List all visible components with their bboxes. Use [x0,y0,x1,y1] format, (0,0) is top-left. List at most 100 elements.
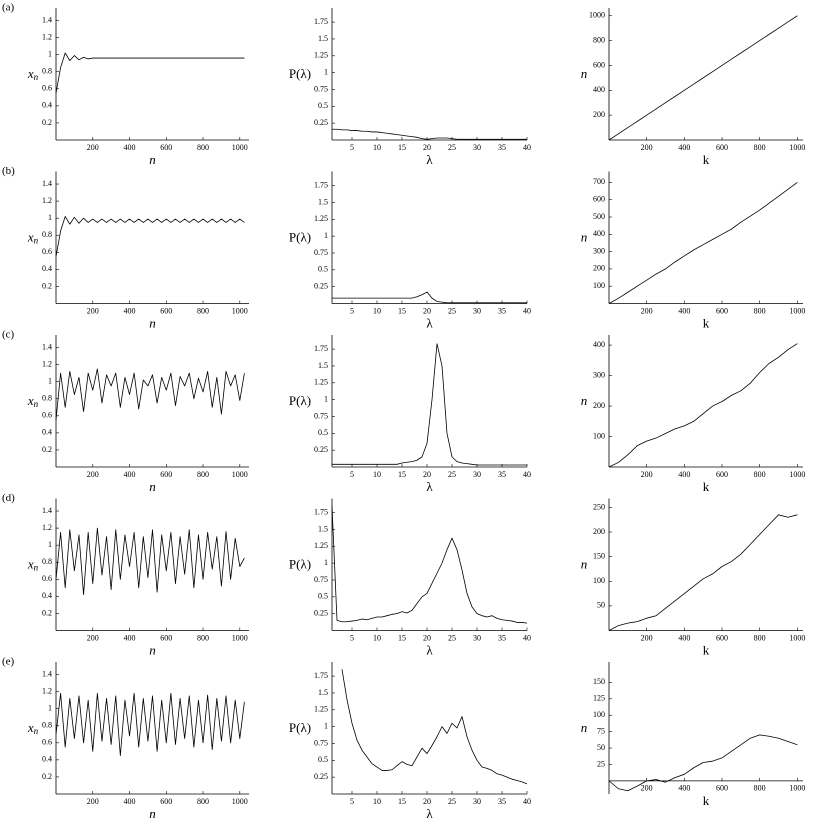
x-tick-label: 20 [423,797,431,806]
y-tick-label: 100 [593,431,605,440]
data-line [55,216,245,257]
y-axis-label: xn [27,556,39,572]
data-line [608,734,798,792]
y-tick-label: 0.6 [42,738,52,747]
y-axis-label: P(λ) [289,720,311,735]
y-tick-label: 0.5 [318,101,328,110]
x-tick-label: 20 [423,633,431,642]
y-label-main: x [27,229,34,244]
x-tick-label: 35 [498,470,506,479]
y-tick-label: 0.2 [42,772,52,781]
x-tick-label: 800 [754,306,766,315]
y-tick-label: 0.25 [314,772,328,781]
x-axis-label: n [149,315,156,330]
y-tick-label: 0.8 [42,67,52,76]
x-axis-label: λ [426,806,433,821]
x-tick-label: 30 [473,306,481,315]
y-tick-label: 0.6 [42,247,52,256]
x-tick-label: 400 [678,306,690,315]
x-tick-label: 1000 [789,784,805,793]
x-tick-label: 800 [197,470,209,479]
y-tick-label: 1.25 [314,378,328,387]
x-tick-label: 800 [754,633,766,642]
y-tick-label: 0.75 [314,575,328,584]
y-tick-label: 1000 [589,11,605,20]
y-tick-label: 250 [593,502,605,511]
y-tick-label: 0.4 [42,755,52,764]
y-tick-label: 0.2 [42,608,52,617]
x-tick-label: 600 [716,306,728,315]
y-tick-label: 0.25 [314,118,328,127]
x-tick-label: 15 [398,633,406,642]
y-tick-label: 1 [324,394,328,403]
x-tick-label: 800 [754,143,766,152]
y-tick-label: 0.75 [314,248,328,257]
y-tick-label: 1.4 [42,179,52,188]
x-tick-label: 25 [448,633,456,642]
x-tick-label: 40 [523,306,531,315]
y-tick-label: 1.5 [318,688,328,697]
x-tick-label: 800 [197,306,209,315]
y-tick-label: 1.4 [42,669,52,678]
y-axis-label: n [581,66,588,81]
y-axis-label: n [581,556,588,571]
x-tick-label: 200 [641,784,653,793]
x-tick-label: 200 [641,143,653,152]
y-tick-label: 500 [593,212,605,221]
y-tick-label: 0.5 [318,755,328,764]
y-tick-label: 0.8 [42,557,52,566]
data-line [332,291,527,304]
y-tick-label: 1 [324,231,328,240]
y-tick-label: 600 [593,60,605,69]
y-tick-label: 1.5 [318,197,328,206]
y-tick-label: 0.5 [318,428,328,437]
x-tick-label: 600 [160,797,172,806]
x-tick-label: 25 [448,470,456,479]
y-tick-label: 0.5 [318,265,328,274]
x-tick-label: 600 [160,306,172,315]
x-tick-label: 400 [124,797,136,806]
y-label-main: x [27,393,34,408]
x-tick-label: 1000 [232,470,248,479]
panel-label: (e) [2,656,15,668]
x-tick-label: 25 [448,797,456,806]
y-tick-label: 1 [48,540,52,549]
x-tick-label: 30 [473,143,481,152]
y-tick-label: 400 [593,229,605,238]
x-tick-label: 10 [373,143,381,152]
x-tick-label: 400 [124,306,136,315]
y-tick-label: 1 [48,49,52,58]
x-tick-label: 600 [716,633,728,642]
x-axis-label: k [703,479,710,494]
y-tick-label: 50 [597,601,605,610]
y-tick-label: 1 [48,213,52,222]
x-tick-label: 30 [473,797,481,806]
y-tick-label: 1.25 [314,51,328,60]
x-tick-label: 40 [523,797,531,806]
y-tick-label: 700 [593,177,605,186]
x-tick-label: 5 [350,470,354,479]
x-tick-label: 20 [423,470,431,479]
data-line [331,505,528,624]
x-tick-label: 400 [124,470,136,479]
y-tick-label: 1.4 [42,15,52,24]
x-tick-label: 20 [423,306,431,315]
x-tick-label: 5 [350,797,354,806]
x-axis-label: k [703,152,710,167]
data-line [55,52,245,94]
x-tick-label: 1000 [789,470,805,479]
x-tick-label: 600 [716,784,728,793]
y-tick-label: 0.6 [42,411,52,420]
y-axis-label: n [581,229,588,244]
y-tick-label: 1 [324,67,328,76]
panel-label: (b) [2,165,15,177]
y-axis-label: P(λ) [289,556,311,571]
data-line [608,343,798,468]
x-tick-label: 200 [87,797,99,806]
y-tick-label: 1.75 [314,671,328,680]
x-tick-label: 25 [448,306,456,315]
y-tick-label: 0.8 [42,394,52,403]
x-tick-label: 800 [754,470,766,479]
y-tick-label: 200 [593,527,605,536]
